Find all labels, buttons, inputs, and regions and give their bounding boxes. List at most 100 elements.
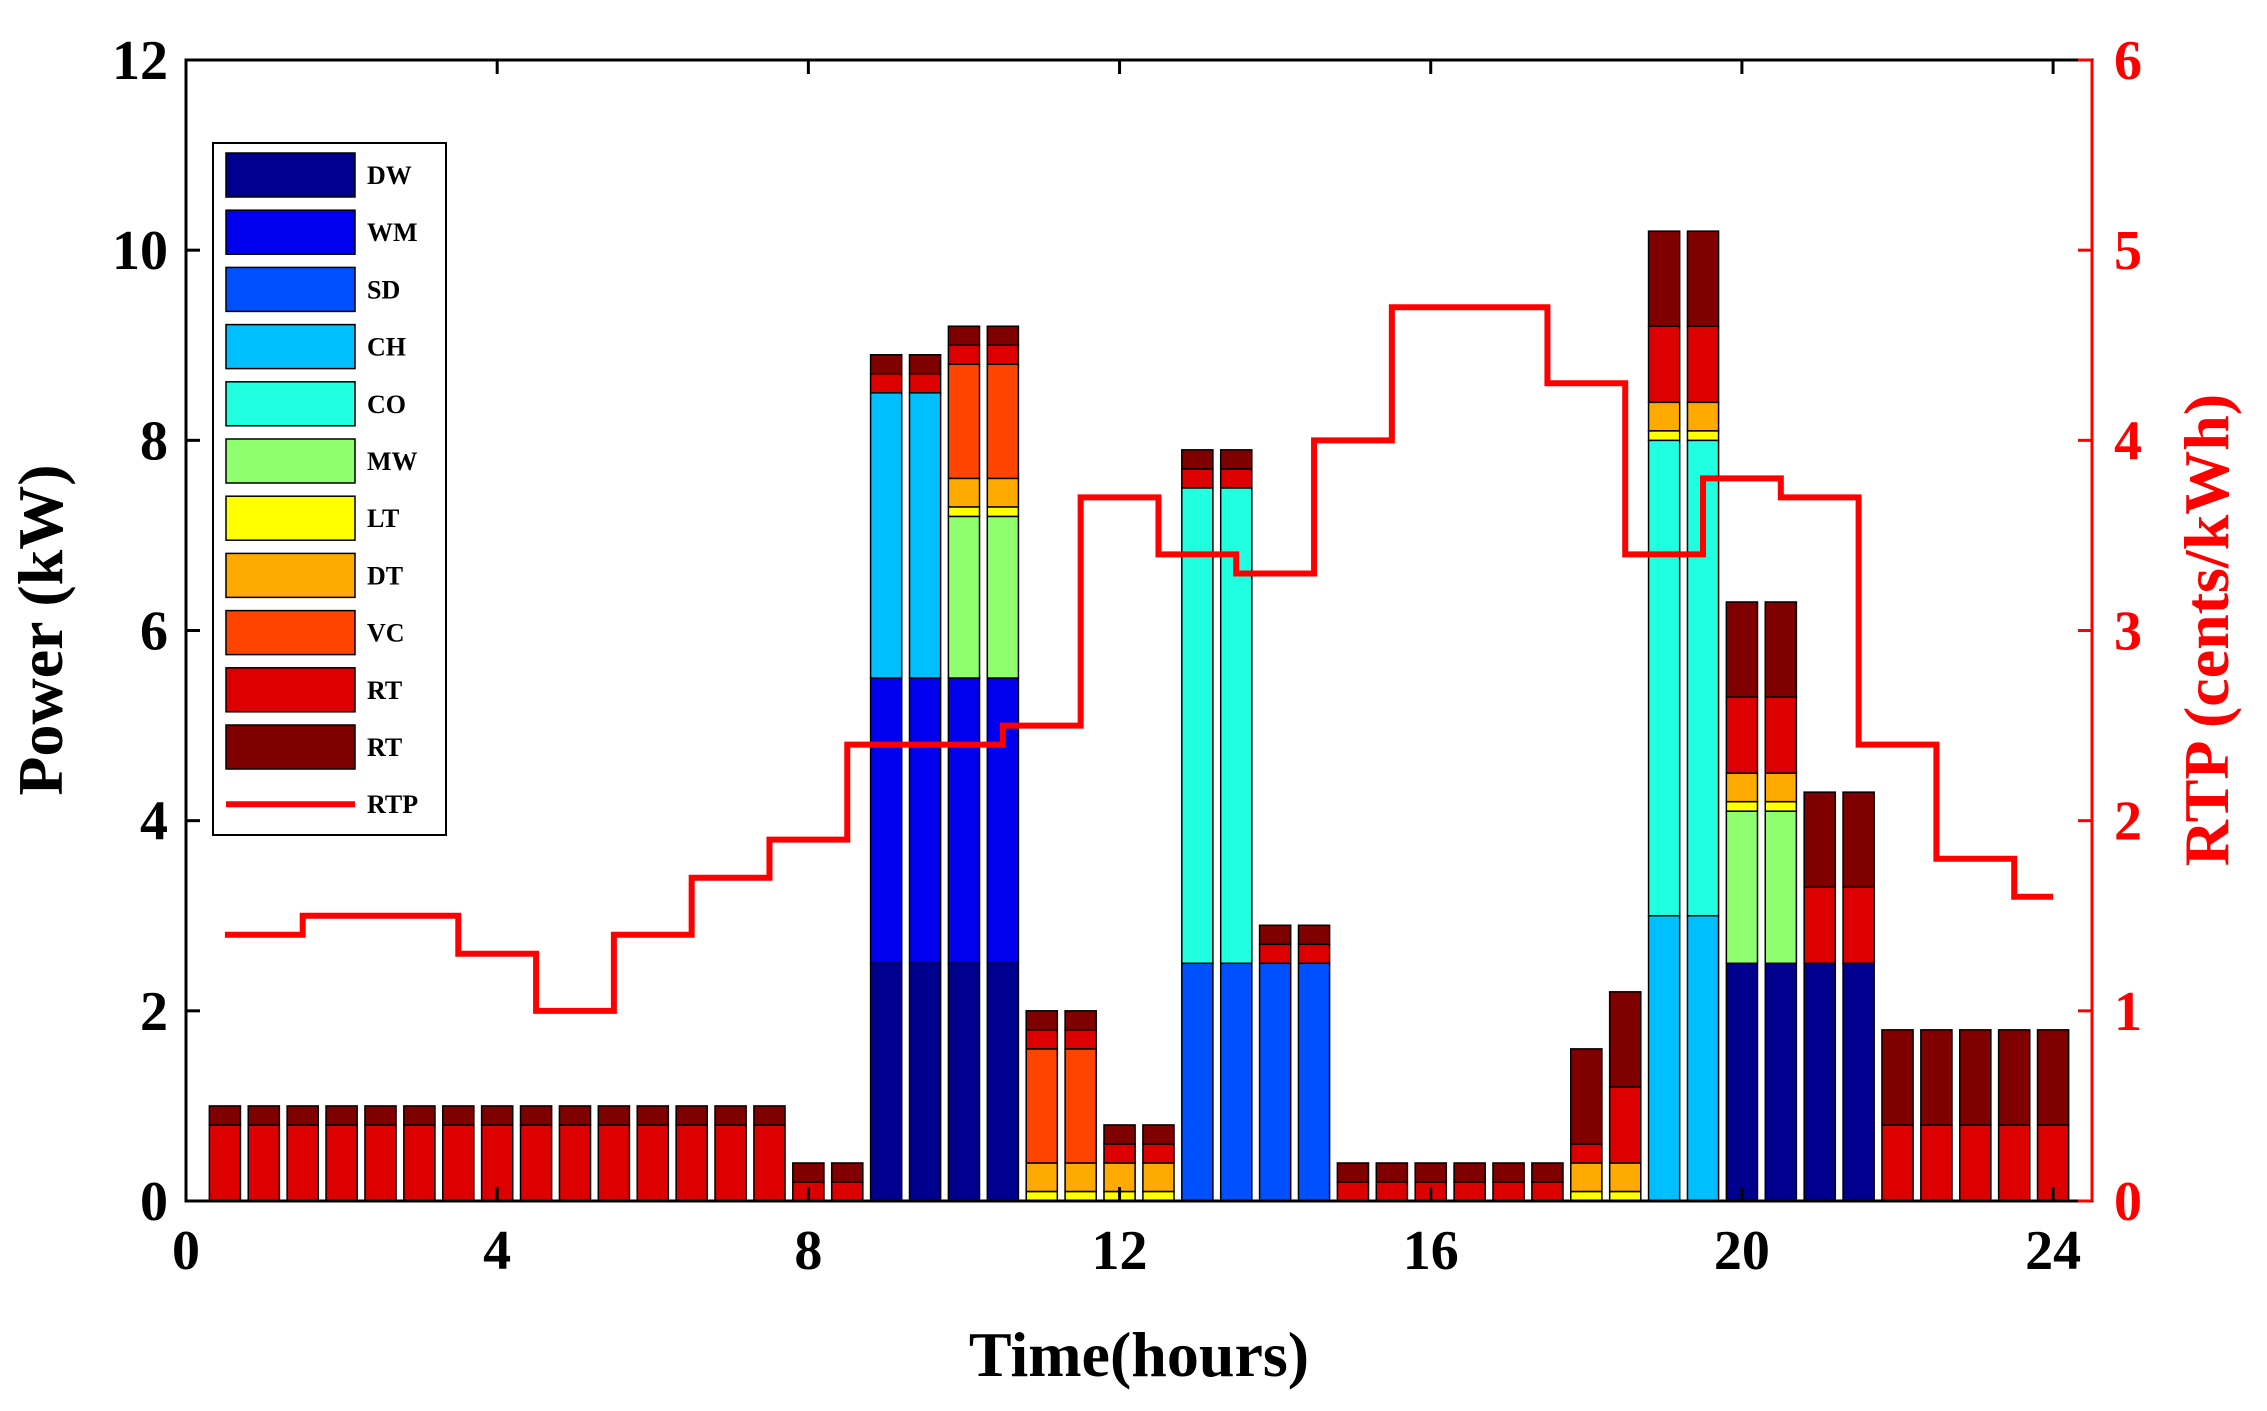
x-tick-label: 24	[2025, 1220, 2081, 1282]
bar-segment-dw-0-t17	[869, 962, 903, 1202]
bar-segment-rt-10-t36	[1608, 991, 1642, 1088]
bar-segment-lt-6-t19	[947, 506, 981, 518]
bar-segment-rt-9-t20	[986, 344, 1020, 366]
bar-segment-dt-7-t40	[1764, 772, 1798, 803]
bar-segment-rt-10-t14	[753, 1105, 786, 1126]
bar-segment-dt-7-t21	[1025, 1162, 1059, 1193]
legend-label-lt: LT	[367, 504, 399, 533]
bar-segment-rt-10-t28	[1297, 924, 1331, 946]
bar-segment-rt-9-t14	[753, 1124, 786, 1202]
legend-swatch-mw-5	[225, 438, 356, 484]
bar-segment-rt-9-t24	[1142, 1143, 1175, 1164]
bar-segment-dt-7-t39	[1725, 772, 1759, 803]
legend-label-dt: DT	[367, 561, 403, 590]
bar-segment-rt-10-t45	[1959, 1029, 1992, 1126]
bar-segment-rt-10-t22	[1064, 1010, 1097, 1031]
bar-segment-rt-9-t28	[1297, 943, 1331, 965]
bar-segment-rt-10-t19	[947, 325, 981, 347]
bar-segment-rt-9-t30	[1375, 1181, 1409, 1202]
bar-segment-rt-10-t34	[1531, 1162, 1564, 1183]
y2-tick-label: 4	[2114, 410, 2142, 472]
bar-segment-lt-6-t39	[1725, 800, 1759, 812]
bar-segment-mw-5-t19	[947, 515, 981, 679]
rtp-step-line	[224, 304, 2054, 1014]
bar-segment-rt-10-t2	[286, 1105, 320, 1126]
bar-segment-rt-10-t11	[636, 1105, 670, 1126]
legend-label-ch: CH	[367, 333, 406, 362]
bar-segment-rt-10-t26	[1219, 449, 1253, 470]
bar-segment-rt-10-t46	[1997, 1029, 2031, 1126]
bar-segment-rt-9-t2	[286, 1124, 320, 1202]
bar-segment-wm-1-t19	[947, 677, 981, 965]
bar-segment-rt-10-t12	[675, 1105, 708, 1126]
bar-segment-rt-9-t0	[208, 1124, 242, 1202]
bar-segment-rt-10-t39	[1725, 601, 1759, 698]
bar-segment-sd-2-t26	[1219, 962, 1253, 1202]
bar-segment-rt-10-t40	[1764, 601, 1798, 698]
bar-segment-ch-3-t18	[908, 392, 942, 679]
legend-swatch-lt-6	[225, 495, 356, 541]
bar-segment-rt-9-t10	[597, 1124, 631, 1202]
bar-segment-rt-9-t25	[1181, 468, 1214, 489]
bar-segment-rt-10-t42	[1842, 791, 1875, 888]
bar-segment-rt-10-t24	[1142, 1124, 1175, 1145]
bar-segment-lt-6-t38	[1686, 430, 1720, 442]
bar-segment-dw-0-t41	[1803, 962, 1837, 1202]
legend-swatch-vc-8	[225, 609, 356, 656]
x-axis-title: Time(hours)	[969, 1319, 1309, 1390]
legend-swatch-co-4	[225, 381, 356, 427]
x-tick-label: 0	[172, 1220, 200, 1282]
bar-segment-wm-1-t18	[908, 677, 942, 965]
bar-segment-dw-0-t40	[1764, 962, 1798, 1202]
bar-segment-rt-9-t19	[947, 344, 981, 366]
bar-segment-rt-9-t1	[247, 1124, 281, 1202]
bar-segment-co-4-t25	[1181, 487, 1214, 965]
bar-segment-rt-9-t4	[364, 1124, 397, 1202]
bar-segment-dt-7-t24	[1142, 1162, 1175, 1193]
legend-swatch-sd-2	[225, 266, 356, 313]
bar-segment-sd-2-t28	[1297, 962, 1331, 1202]
legend-swatch-rt-10	[225, 724, 356, 770]
bar-segment-rt-10-t37	[1647, 230, 1681, 327]
bar-segment-ch-3-t37	[1647, 915, 1681, 1202]
rtp-line-layer	[224, 304, 2054, 1014]
bar-segment-rt-10-t8	[519, 1105, 553, 1126]
y-tick-label: 4	[140, 791, 168, 853]
bar-segment-rt-10-t3	[325, 1105, 358, 1126]
bar-segment-rt-10-t20	[986, 325, 1020, 347]
y-tick-label: 0	[140, 1171, 168, 1233]
bar-segment-rt-9-t42	[1842, 886, 1875, 965]
legend-label-sd: SD	[367, 275, 400, 304]
bar-segment-rt-9-t17	[869, 373, 903, 394]
x-tick-label: 16	[1403, 1220, 1459, 1282]
legend-label-rtp: RTP	[367, 790, 418, 819]
bar-segment-rt-10-t21	[1025, 1010, 1059, 1031]
legend-swatch-ch-3	[225, 323, 356, 370]
bar-segment-rt-9-t46	[1997, 1124, 2031, 1202]
bar-segment-rt-10-t27	[1258, 924, 1292, 946]
bar-segment-rt-10-t33	[1492, 1162, 1525, 1183]
bar-segment-dw-0-t18	[908, 962, 942, 1202]
bar-segment-rt-9-t26	[1219, 468, 1253, 489]
bar-segment-rt-10-t18	[908, 354, 942, 375]
legend-label-vc: VC	[367, 619, 405, 648]
bar-segment-co-4-t37	[1647, 439, 1681, 917]
legend-label-dw: DW	[367, 161, 412, 190]
bar-segment-rt-10-t15	[792, 1162, 825, 1183]
stacked-bars	[208, 230, 2070, 1202]
bar-segment-dw-0-t42	[1842, 962, 1875, 1202]
bar-segment-ch-3-t38	[1686, 915, 1720, 1202]
bar-segment-rt-10-t32	[1453, 1162, 1486, 1183]
bar-segment-rt-10-t23	[1103, 1124, 1136, 1145]
bar-segment-lt-6-t20	[986, 506, 1020, 518]
bar-segment-mw-5-t39	[1725, 810, 1759, 965]
y-tick-label: 8	[140, 410, 168, 472]
y2-axis-title: RTP (cents/kWh)	[2171, 394, 2242, 866]
bar-segment-rt-10-t13	[714, 1105, 747, 1126]
bar-segment-sd-2-t25	[1181, 962, 1214, 1202]
bar-segment-vc-8-t19	[947, 363, 981, 480]
bar-segment-rt-10-t17	[869, 354, 903, 375]
legend-swatch-dt-7	[225, 552, 356, 599]
